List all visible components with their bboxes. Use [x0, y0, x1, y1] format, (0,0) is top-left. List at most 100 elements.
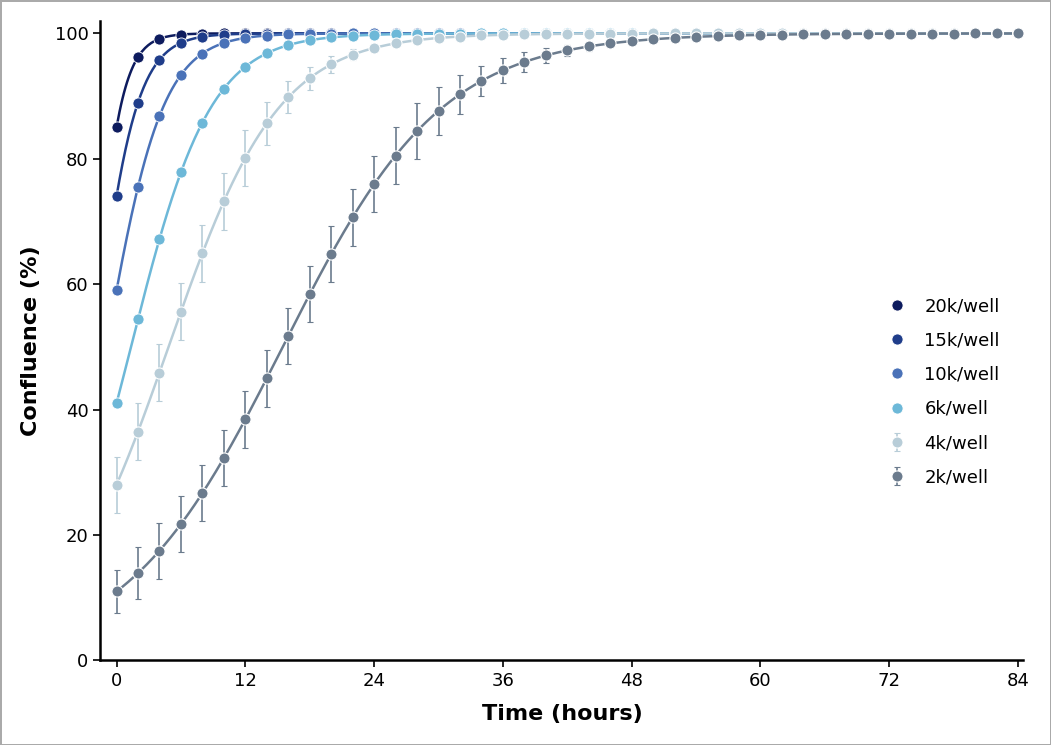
6k/well — [905, 29, 918, 38]
6k/well — [218, 84, 230, 93]
15k/well — [668, 29, 681, 38]
20k/well — [582, 29, 595, 38]
20k/well — [304, 29, 316, 38]
6k/well — [926, 29, 939, 38]
10k/well — [454, 29, 467, 38]
6k/well — [325, 33, 337, 42]
20k/well — [712, 29, 724, 38]
10k/well — [1012, 29, 1025, 38]
20k/well — [604, 29, 617, 38]
10k/well — [797, 29, 809, 38]
6k/well — [582, 29, 595, 38]
20k/well — [1012, 29, 1025, 38]
10k/well — [582, 29, 595, 38]
20k/well — [218, 29, 230, 38]
20k/well — [862, 29, 874, 38]
6k/well — [197, 118, 209, 127]
10k/well — [368, 29, 380, 38]
15k/well — [712, 29, 724, 38]
10k/well — [733, 29, 745, 38]
15k/well — [454, 29, 467, 38]
15k/well — [883, 29, 895, 38]
20k/well — [689, 29, 702, 38]
6k/well — [947, 29, 960, 38]
6k/well — [432, 29, 445, 38]
15k/well — [475, 29, 488, 38]
10k/well — [604, 29, 617, 38]
15k/well — [261, 29, 273, 38]
10k/well — [712, 29, 724, 38]
6k/well — [625, 29, 638, 38]
20k/well — [990, 29, 1003, 38]
6k/well — [668, 29, 681, 38]
15k/well — [518, 29, 531, 38]
6k/well — [712, 29, 724, 38]
15k/well — [432, 29, 445, 38]
15k/well — [797, 29, 809, 38]
6k/well — [368, 31, 380, 39]
20k/well — [518, 29, 531, 38]
15k/well — [905, 29, 918, 38]
15k/well — [990, 29, 1003, 38]
20k/well — [646, 29, 659, 38]
20k/well — [840, 29, 852, 38]
10k/well — [197, 49, 209, 58]
6k/well — [990, 29, 1003, 38]
Legend: 20k/well, 15k/well, 10k/well, 6k/well, 4k/well, 2k/well: 20k/well, 15k/well, 10k/well, 6k/well, 4… — [867, 283, 1014, 501]
20k/well — [539, 29, 552, 38]
10k/well — [776, 29, 788, 38]
15k/well — [347, 29, 359, 38]
10k/well — [110, 286, 123, 295]
20k/well — [969, 29, 982, 38]
6k/well — [518, 29, 531, 38]
20k/well — [797, 29, 809, 38]
10k/well — [646, 29, 659, 38]
10k/well — [905, 29, 918, 38]
6k/well — [604, 29, 617, 38]
6k/well — [347, 31, 359, 40]
15k/well — [1012, 29, 1025, 38]
Line: 20k/well: 20k/well — [111, 28, 1024, 133]
10k/well — [475, 29, 488, 38]
10k/well — [668, 29, 681, 38]
6k/well — [131, 315, 144, 324]
15k/well — [625, 29, 638, 38]
15k/well — [389, 29, 401, 38]
15k/well — [582, 29, 595, 38]
20k/well — [733, 29, 745, 38]
10k/well — [947, 29, 960, 38]
6k/well — [539, 29, 552, 38]
10k/well — [755, 29, 767, 38]
6k/well — [646, 29, 659, 38]
15k/well — [689, 29, 702, 38]
6k/well — [454, 29, 467, 38]
10k/well — [282, 30, 294, 39]
20k/well — [197, 29, 209, 38]
15k/well — [131, 98, 144, 107]
6k/well — [776, 29, 788, 38]
6k/well — [883, 29, 895, 38]
10k/well — [304, 29, 316, 38]
6k/well — [797, 29, 809, 38]
15k/well — [840, 29, 852, 38]
10k/well — [990, 29, 1003, 38]
10k/well — [389, 29, 401, 38]
10k/well — [153, 112, 166, 121]
6k/well — [561, 29, 574, 38]
20k/well — [883, 29, 895, 38]
6k/well — [840, 29, 852, 38]
20k/well — [475, 29, 488, 38]
Y-axis label: Confluence (%): Confluence (%) — [21, 245, 41, 436]
6k/well — [755, 29, 767, 38]
15k/well — [862, 29, 874, 38]
10k/well — [561, 29, 574, 38]
10k/well — [689, 29, 702, 38]
10k/well — [969, 29, 982, 38]
6k/well — [496, 29, 509, 38]
20k/well — [947, 29, 960, 38]
20k/well — [561, 29, 574, 38]
15k/well — [218, 30, 230, 39]
10k/well — [539, 29, 552, 38]
6k/well — [174, 168, 187, 177]
Line: 10k/well: 10k/well — [111, 28, 1024, 296]
